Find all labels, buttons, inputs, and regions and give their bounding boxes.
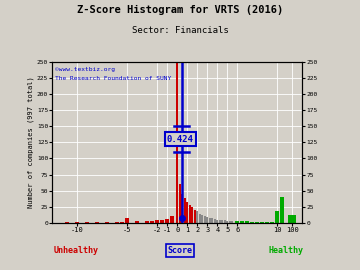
Bar <box>85 222 89 223</box>
Bar <box>211 218 213 223</box>
Text: Unhealthy: Unhealthy <box>53 246 98 255</box>
Bar <box>75 222 79 223</box>
Bar <box>201 215 203 223</box>
Bar <box>288 215 296 223</box>
Text: Healthy: Healthy <box>268 246 303 255</box>
Bar <box>65 222 69 223</box>
Bar <box>155 220 159 223</box>
Bar <box>229 221 231 223</box>
Bar <box>170 216 174 223</box>
Text: The Research Foundation of SUNY: The Research Foundation of SUNY <box>55 76 171 81</box>
Bar <box>226 221 229 223</box>
Bar <box>240 221 244 223</box>
Bar <box>184 198 186 223</box>
Bar <box>206 217 208 223</box>
Bar <box>221 220 224 223</box>
Text: Z-Score Histogram for VRTS (2016): Z-Score Histogram for VRTS (2016) <box>77 5 283 15</box>
Bar <box>189 205 191 223</box>
Bar <box>270 222 274 223</box>
Bar <box>105 222 109 223</box>
Bar <box>165 219 169 223</box>
Bar <box>199 214 201 223</box>
Bar <box>115 222 119 223</box>
Bar <box>255 222 259 223</box>
Bar <box>194 210 196 223</box>
Text: ©www.textbiz.org: ©www.textbiz.org <box>55 67 115 72</box>
Bar <box>176 62 179 223</box>
Text: Score: Score <box>167 246 193 255</box>
Bar <box>135 221 139 223</box>
Bar <box>235 221 239 223</box>
Y-axis label: Number of companies (997 total): Number of companies (997 total) <box>27 77 34 208</box>
Bar <box>280 197 284 223</box>
Bar <box>250 222 255 223</box>
Bar <box>191 207 193 223</box>
Bar <box>181 194 183 223</box>
Bar <box>216 220 219 223</box>
Bar <box>150 221 154 223</box>
Bar <box>125 218 129 223</box>
Text: 0.424: 0.424 <box>167 135 194 144</box>
Bar <box>186 202 188 223</box>
Bar <box>179 184 181 223</box>
Bar <box>209 218 211 223</box>
Bar <box>219 220 221 223</box>
Bar <box>246 221 249 223</box>
Bar <box>196 211 198 223</box>
Bar <box>204 216 206 223</box>
Bar <box>214 219 216 223</box>
Bar <box>265 222 269 223</box>
Bar <box>231 221 233 223</box>
Bar <box>224 220 226 223</box>
Bar <box>260 222 264 223</box>
Text: Sector: Financials: Sector: Financials <box>132 26 228 35</box>
Bar <box>275 211 279 223</box>
Bar <box>145 221 149 223</box>
Bar <box>160 220 164 223</box>
Bar <box>120 222 124 223</box>
Bar <box>95 222 99 223</box>
